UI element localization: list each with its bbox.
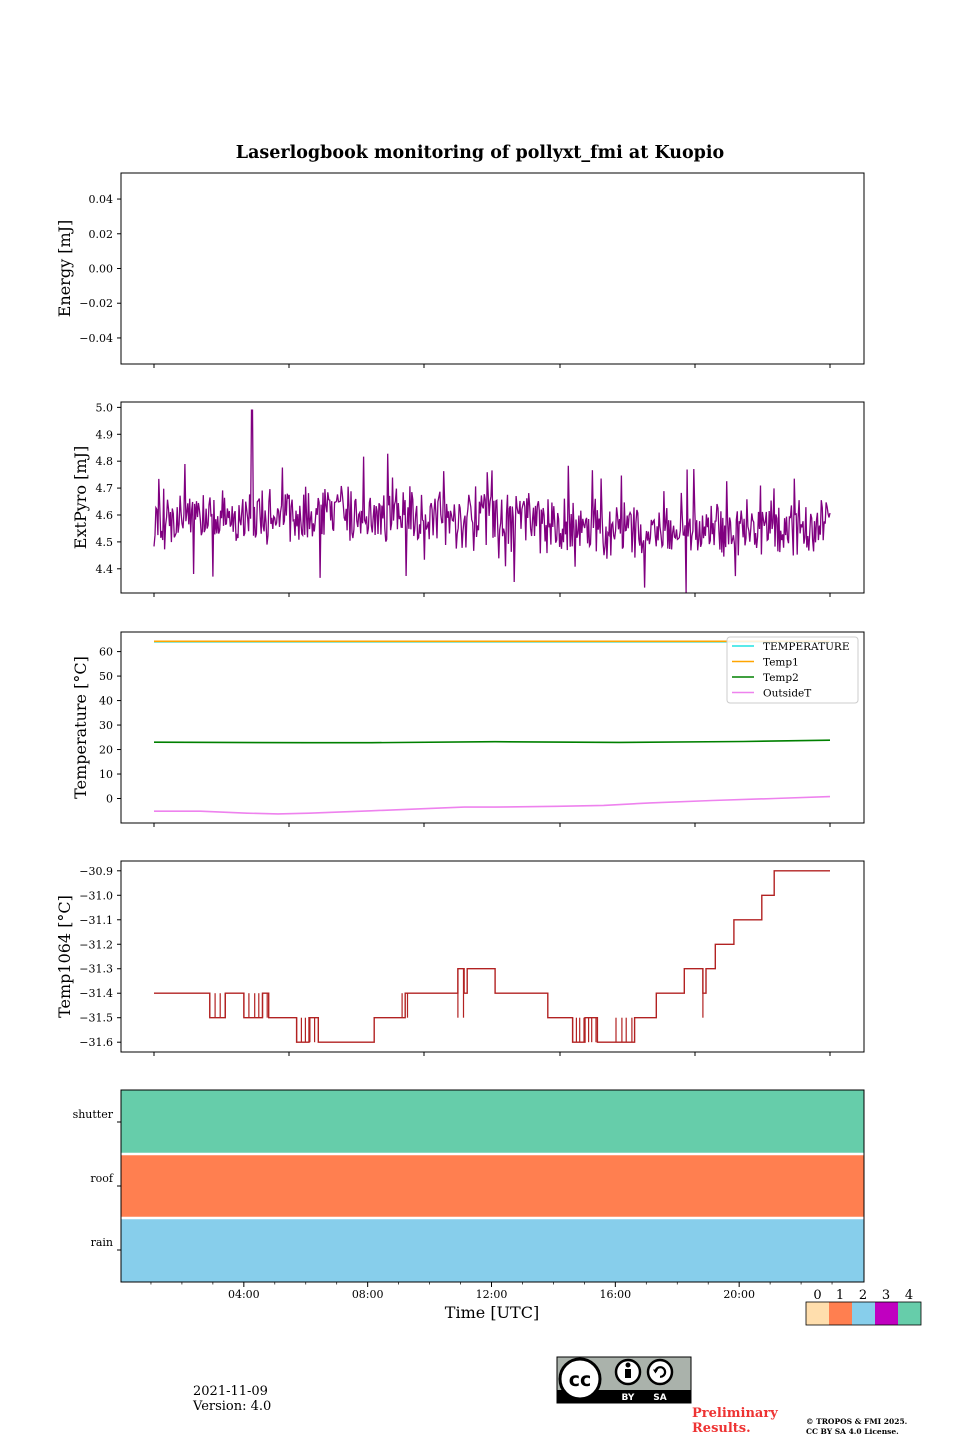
x-tick-label: 16:00 <box>599 1288 631 1301</box>
y-tick-label: −31.3 <box>79 963 113 976</box>
preliminary-line2: Results. <box>692 1421 751 1436</box>
y-tick-label: 60 <box>99 646 113 659</box>
colorbar-tick-label: 2 <box>859 1288 867 1303</box>
y-tick-label: 4.6 <box>96 509 114 522</box>
x-tick-label: 12:00 <box>476 1288 508 1301</box>
status-row-label: shutter <box>73 1108 114 1121</box>
y-tick-label: 4.5 <box>96 536 114 549</box>
by-person-icon <box>625 1362 631 1368</box>
preliminary-line1: Preliminary <box>692 1406 778 1421</box>
colorbar-swatch <box>829 1302 852 1325</box>
axes-frame <box>120 631 865 824</box>
status-row-shutter <box>121 1090 864 1154</box>
y-tick-label: 4.4 <box>96 563 114 576</box>
y-axis-label: Temperature [°C] <box>71 656 90 799</box>
energy-panel: −0.04 −0.02 0.00 0.02 0.04 Energy [mJ] <box>55 172 865 368</box>
status-row-label: roof <box>90 1172 114 1185</box>
y-tick-label: 4.7 <box>96 482 114 495</box>
temp1064-series-line <box>154 870 830 1043</box>
cc-by-sa-badge: cc BY SA <box>556 1356 692 1404</box>
y-tick-label: 5.0 <box>96 401 114 414</box>
colorbar-swatch <box>806 1302 829 1325</box>
y-axis-label: Temp1064 [°C] <box>55 895 74 1018</box>
cc-by-label: BY <box>622 1393 635 1403</box>
y-tick-label: 4.8 <box>96 455 114 468</box>
version-label: Version: 4.0 <box>193 1399 272 1414</box>
colorbar-frame <box>805 1301 922 1326</box>
colorbar-tick-label: 4 <box>905 1288 913 1303</box>
axes-frame <box>120 1089 865 1283</box>
axes-frame <box>120 172 865 365</box>
cc-logo-text: cc <box>569 1369 592 1391</box>
y-tick-label: −31.4 <box>79 987 113 1000</box>
license-line: CC BY SA 4.0 License. <box>806 1427 899 1436</box>
y-tick-label: −31.6 <box>79 1036 113 1049</box>
y-tick-label: −31.5 <box>79 1012 113 1025</box>
report-date: 2021-11-09 <box>193 1384 268 1399</box>
x-axis-label: Time [UTC] <box>445 1303 539 1322</box>
date-version-block: 2021-11-09 Version: 4.0 <box>193 1384 271 1414</box>
y-tick-label: −31.1 <box>79 914 113 927</box>
x-tick-label: 08:00 <box>352 1288 384 1301</box>
y-tick-label: 30 <box>99 719 113 732</box>
y-tick-label: −0.02 <box>79 297 113 310</box>
status-row-roof <box>121 1154 864 1218</box>
copyright-notice: © TROPOS & FMI 2025. CC BY SA 4.0 Licens… <box>806 1417 907 1437</box>
status-row-label: rain <box>91 1236 113 1249</box>
axes-frame <box>120 401 865 594</box>
extpyro-series-line <box>153 409 831 593</box>
status-panel: shutter roof rain 04:00 08:00 12:00 16:00 20:00… <box>73 1089 865 1322</box>
colorbar-swatch <box>898 1302 921 1325</box>
colorbar-swatch <box>875 1302 898 1325</box>
legend-entry: TEMPERATURE <box>763 641 850 653</box>
cc-sa-label: SA <box>653 1393 666 1403</box>
y-tick-label: 0.04 <box>89 193 114 206</box>
y-tick-label: 0.00 <box>89 263 114 276</box>
x-tick-label: 04:00 <box>228 1288 260 1301</box>
y-tick-label: 10 <box>99 768 113 781</box>
copyright-line1: © TROPOS & FMI 2025. <box>806 1417 908 1426</box>
legend-entry: Temp2 <box>763 672 799 684</box>
colorbar-tick-label: 3 <box>882 1288 890 1303</box>
y-axis-label: Energy [mJ] <box>55 220 74 318</box>
colorbar-tick-label: 1 <box>836 1288 844 1303</box>
temp1064-panel: −31.6 −31.5 −31.4 −31.3 −31.2 −31.1 −31.0 −30.9… <box>55 860 865 1056</box>
y-tick-label: 20 <box>99 744 113 757</box>
colorbar-tick-label: 0 <box>813 1288 821 1303</box>
legend-entry: OutsideT <box>763 688 811 700</box>
temperature-series-outsidet <box>154 795 831 815</box>
legend-box <box>726 636 859 704</box>
temperature-legend: TEMPERATURE Temp1 Temp2 OutsideT <box>726 636 859 704</box>
legend-entry: Temp1 <box>763 657 799 669</box>
y-axis-label: ExtPyro [mJ] <box>71 446 90 549</box>
y-tick-label: 40 <box>99 695 113 708</box>
extpyro-panel: 4.4 4.5 4.6 4.7 4.8 4.9 5.0 ExtPyro [mJ] <box>71 401 865 597</box>
temperature-panel: 0 10 20 30 40 50 60 Temperature [°C] TEMPERATURE… <box>71 631 865 827</box>
y-tick-label: −31.0 <box>79 889 113 902</box>
y-tick-label: 50 <box>99 670 113 683</box>
y-tick-label: 4.9 <box>96 428 114 441</box>
y-tick-label: −31.2 <box>79 938 113 951</box>
y-tick-label: −30.9 <box>79 865 113 878</box>
colorbar-swatch <box>852 1302 875 1325</box>
preliminary-notice: Preliminary Results. <box>692 1406 778 1436</box>
temperature-series-temp2 <box>153 739 831 744</box>
axes-frame <box>120 860 865 1053</box>
y-tick-label: 0 <box>106 793 113 806</box>
y-tick-label: −0.04 <box>79 332 113 345</box>
status-row-rain <box>121 1218 864 1282</box>
x-tick-label: 20:00 <box>723 1288 755 1301</box>
figure-title: Laserlogbook monitoring of pollyxt_fmi a… <box>236 143 724 163</box>
y-tick-label: 0.02 <box>89 228 114 241</box>
